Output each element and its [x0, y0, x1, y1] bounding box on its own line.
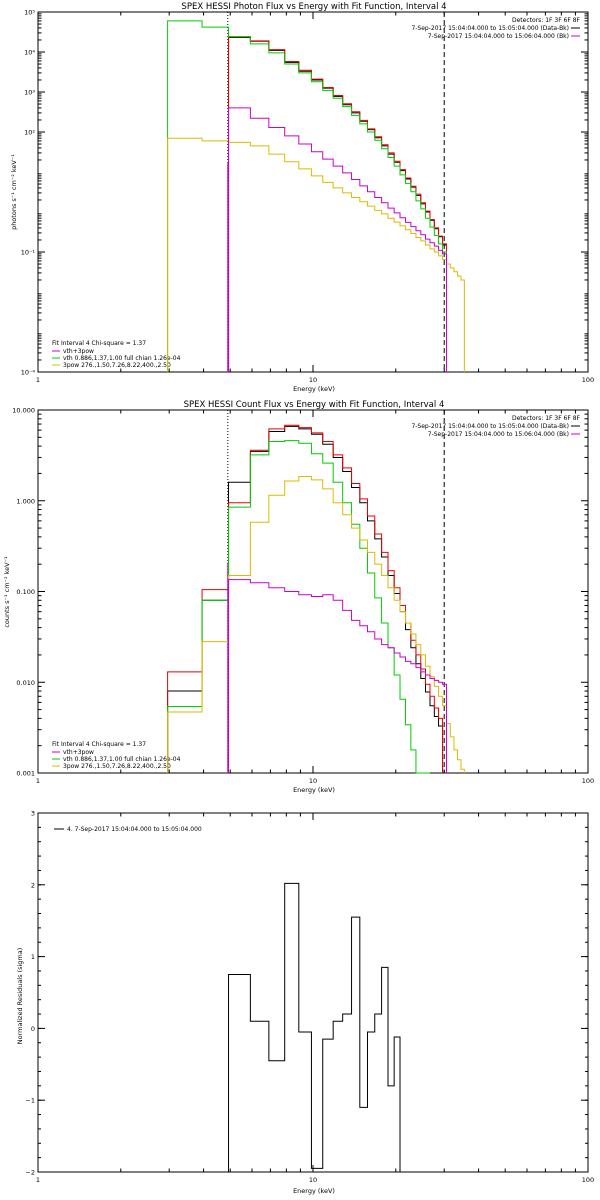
residuals-x-tick-label: 1	[36, 1176, 40, 1184]
count-y-tick-label: 0.100	[16, 588, 35, 596]
photon-y-tick-label: 10²	[24, 129, 35, 137]
count-y-tick-label: 0.010	[16, 679, 35, 687]
photon-x-tick-label: 10	[309, 376, 317, 384]
photon-y-tick-label: 10³	[24, 89, 35, 97]
photon-x-tick-label: 100	[582, 376, 594, 384]
count-fit-header: Fit Interval 4 Chi-square = 1.37	[52, 741, 146, 748]
residuals-x-tick-label: 10	[309, 1176, 317, 1184]
photon-detectors-label: Detectors: 1F 3F 6F 8F	[512, 17, 581, 24]
residuals-y-tick-label: 1	[31, 953, 35, 961]
photon-series-4	[228, 107, 447, 372]
count-flux-title: SPEX HESSI Count Flux vs Energy with Fit…	[184, 400, 445, 410]
photon-flux-title: SPEX HESSI Photon Flux vs Energy with Fi…	[181, 2, 446, 12]
photon-y-tick-label: 10⁻⁴	[21, 369, 36, 377]
photon-x-axis-label: Energy (keV)	[293, 385, 335, 393]
residuals-y-axis-label: Normalized Residuals (sigma)	[16, 948, 24, 1045]
photon-y-axis-label: photons s⁻¹ cm⁻² keV⁻¹	[10, 154, 18, 230]
photon-x-tick-label: 1	[36, 376, 40, 384]
photon-fit-legend-2: 3pow 276.,1.50,7.26,8.22,400.,2.50	[63, 362, 171, 369]
count-series-1	[167, 424, 444, 773]
photon-legend-bk: 7-Sep-2017 15:04:04.000 to 15:06:04.000 …	[428, 33, 569, 40]
count-series-0	[167, 425, 444, 773]
count-y-axis-label: counts s⁻¹ cm⁻² keV⁻¹	[3, 556, 11, 628]
residuals-y-tick-label: 2	[31, 881, 35, 889]
residuals-y-tick-label: 0	[31, 1025, 35, 1033]
photon-series-2	[167, 20, 447, 372]
residuals-y-tick-label: −1	[25, 1097, 35, 1105]
count-fit-legend-1: vth 0.886,1.37,1.00 full chian 1.26e-04	[63, 756, 181, 763]
count-x-tick-label: 10	[309, 777, 317, 785]
photon-y-tick-label: 10⁵	[24, 9, 35, 17]
count-x-tick-label: 100	[582, 777, 594, 785]
residuals-residual-steps	[228, 882, 401, 1172]
count-legend-data-bk: 7-Sep-2017 15:04:04.000 to 15:05:04.000 …	[411, 423, 569, 430]
count-series-3	[167, 476, 465, 773]
count-x-axis-label: Energy (keV)	[293, 786, 335, 794]
photon-fit-legend-1: vth 0.886,1.37,1.00 full chian 1.26e-04	[63, 355, 181, 362]
residuals-panel: 4. 7-Sep-2017 15:04:04.000 to 15:05:04.0…	[16, 810, 594, 1196]
residuals-x-tick-label: 100	[582, 1176, 594, 1184]
photon-fit-header: Fit Interval 4 Chi-square = 1.37	[52, 340, 146, 347]
count-fit-legend-0: vth+3pow	[63, 749, 94, 756]
count-y-tick-label: 10.000	[12, 407, 35, 415]
residuals-legend: 4. 7-Sep-2017 15:04:04.000 to 15:05:04.0…	[67, 826, 202, 833]
residuals-y-tick-label: 3	[31, 810, 35, 818]
photon-y-tick-label: 10⁴	[24, 49, 35, 57]
count-detectors-label: Detectors: 1F 3F 6F 8F	[512, 415, 581, 422]
count-y-tick-label: 1.000	[16, 497, 35, 505]
photon-legend-data-bk: 7-Sep-2017 15:04:04.000 to 15:05:04.000 …	[411, 25, 569, 32]
count-fit-legend-2: 3pow 276.,1.50,7.26,8.22,400.,2.50	[63, 763, 171, 770]
photon-flux-panel: SPEX HESSI Photon Flux vs Energy with Fi…	[10, 2, 594, 393]
photon-fit-legend-0: vth+3pow	[63, 348, 94, 355]
residuals-x-axis-label: Energy (keV)	[293, 1187, 335, 1195]
count-series-4	[228, 579, 447, 773]
count-y-tick-label: 0.001	[16, 770, 35, 778]
count-x-tick-label: 1	[36, 777, 40, 785]
residuals-y-tick-label: −2	[25, 1169, 35, 1177]
count-legend-bk: 7-Sep-2017 15:04:04.000 to 15:06:04.000 …	[428, 431, 569, 438]
count-flux-panel: SPEX HESSI Count Flux vs Energy with Fit…	[3, 400, 594, 794]
photon-y-tick-label: 10⁻¹	[21, 249, 36, 257]
photon-series-3	[167, 137, 465, 372]
